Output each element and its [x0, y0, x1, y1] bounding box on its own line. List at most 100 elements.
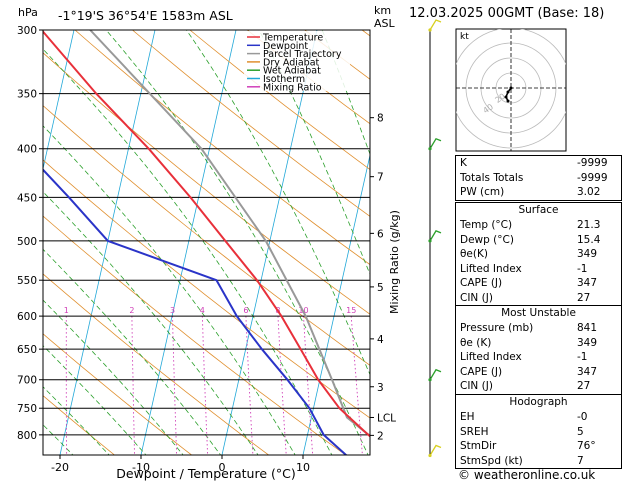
mixing-ratio-label: 3	[170, 306, 175, 315]
pressure-tick-label: 600	[17, 311, 37, 323]
hodograph-trace	[505, 87, 512, 102]
indices-panel: K -9999 Totals Totals -9999 PW (cm) 3.02	[455, 155, 622, 201]
mixing-ratio-label: 1	[64, 306, 69, 315]
row-value: 3.02	[577, 186, 601, 198]
mixing-ratio-line	[201, 316, 209, 455]
km-tick-label: 8	[377, 113, 384, 125]
pressure-tick-label: 650	[17, 344, 37, 356]
dry-adiabat-line	[132, 30, 370, 217]
table-row: Lifted Index -1	[456, 350, 621, 365]
mixing-ratio-label: 2	[129, 306, 134, 315]
wet-adiabat-line	[43, 191, 259, 455]
pressure-tick-label: 300	[17, 25, 37, 37]
row-label: PW (cm)	[460, 186, 505, 198]
legend-entry: Dewpoint	[263, 41, 308, 52]
table-row: SREH 5	[456, 425, 621, 440]
wind-barb-dot	[428, 453, 432, 458]
wet-adiabat-line	[43, 125, 296, 455]
credit-label: © weatheronline.co.uk	[458, 468, 596, 482]
background-lines: 1 2 3 4 6 8 10 15 20 25	[0, 30, 399, 457]
row-value: 349	[577, 248, 598, 260]
pressure-tick-label: 350	[17, 89, 37, 101]
hodograph-table-title: Hodograph	[509, 396, 568, 408]
row-label: Dewp (°C)	[460, 233, 514, 246]
surface-panel: Surface Temp (°C) 21.3 Dewp (°C) 15.4 θe(K) 3…	[455, 202, 622, 306]
mixing-ratio-line	[303, 316, 314, 455]
wet-adiabat-line	[43, 386, 110, 455]
km-tick-label: 7	[377, 172, 384, 184]
row-value: -1	[577, 351, 588, 363]
row-label: StmDir	[460, 440, 497, 452]
row-value: 27	[577, 380, 591, 392]
mixing-ratio-label: 6	[243, 306, 248, 315]
mixing-ratio-label: 15	[346, 306, 356, 315]
mixing-ratio-axis-label: Mixing Ratio (g/kg)	[388, 210, 401, 314]
temperature-tick-label: 10	[296, 461, 310, 474]
row-label: CIN (J)	[460, 291, 493, 304]
legend-entry: Temperature	[262, 33, 323, 44]
plot-frame	[42, 29, 371, 456]
datetime-label: 12.03.2025 00GMT (Base: 18)	[409, 6, 605, 21]
temperature-line	[43, 30, 370, 438]
row-label: K	[460, 157, 467, 169]
isotherm-line	[140, 30, 237, 455]
dry-adiabat-line	[43, 52, 370, 315]
dry-adiabat-line	[74, 30, 370, 266]
table-row: PW (cm) 3.02	[456, 185, 621, 200]
km-tick-label: LCL	[377, 412, 396, 424]
legend-entry: Dry Adiabat	[263, 57, 320, 68]
km-label: km	[374, 4, 391, 17]
table-row: Totals Totals -9999	[456, 171, 621, 186]
pressure-tick-label: 550	[17, 275, 37, 287]
temperature-tick-label: -10	[132, 461, 150, 474]
legend-box	[244, 31, 350, 91]
row-value: -9999	[577, 171, 608, 184]
wet-adiabat-line	[105, 30, 369, 455]
legend-entry: Isotherm	[263, 74, 305, 85]
row-value: 347	[577, 277, 598, 289]
mixing-ratio-line	[386, 316, 399, 455]
table-row: Temp (°C) 21.3	[456, 218, 621, 233]
wet-adiabat-line	[0, 30, 6, 457]
wind-barb-dot	[428, 378, 432, 382]
hodograph-point	[509, 86, 513, 90]
row-value: 15.4	[577, 233, 601, 246]
hpa-label: hPa	[18, 6, 38, 19]
table-row: CAPE (J) 347	[456, 365, 621, 380]
pressure-tick-label: 450	[17, 192, 37, 204]
hodograph-panel: Hodograph EH -0 SREH 5 StmDir 76° StmSpd (kt) 7	[455, 394, 622, 469]
km-tick-label: 4	[377, 334, 384, 346]
most-unstable-title: Most Unstable	[501, 307, 576, 319]
row-value: 5	[577, 425, 584, 438]
most-unstable-panel: Most Unstable Pressure (mb) 841 θe (K) 349 L…	[455, 305, 622, 395]
wind-barb	[429, 368, 442, 381]
table-row: K -9999	[456, 156, 621, 171]
row-value: 349	[577, 336, 598, 349]
mixing-ratio-line	[277, 316, 287, 455]
wet-adiabat-line	[43, 248, 222, 455]
row-value: -9999	[577, 157, 608, 169]
dry-adiabat-line	[43, 105, 370, 366]
row-label: SREH	[460, 425, 489, 438]
table-row: StmDir 76°	[456, 439, 621, 454]
row-label: Temp (°C)	[460, 219, 513, 231]
wind-barb-dot	[428, 239, 432, 243]
mixing-ratio-line	[172, 316, 178, 455]
table-row: θe(K) 349	[456, 247, 621, 262]
pressure-tick-label: 500	[17, 236, 37, 248]
table-row: CIN (J) 27	[456, 379, 621, 394]
wind-barb	[429, 19, 442, 31]
legend-entry: Wet Adiabat	[263, 66, 321, 77]
isotherm-line	[59, 30, 156, 455]
pressure-tick-label: 400	[17, 144, 37, 156]
profiles	[43, 30, 370, 455]
row-value: 21.3	[577, 219, 601, 231]
pressure-tick-label: 800	[17, 430, 37, 442]
row-label: Lifted Index	[460, 262, 522, 275]
row-value: 347	[577, 365, 598, 378]
location-title: -1°19'S 36°54'E 1583m ASL	[58, 8, 233, 23]
isotherm-line	[302, 153, 370, 455]
table-row: CIN (J) 27	[456, 291, 621, 306]
km-tick-label: 5	[377, 282, 384, 294]
